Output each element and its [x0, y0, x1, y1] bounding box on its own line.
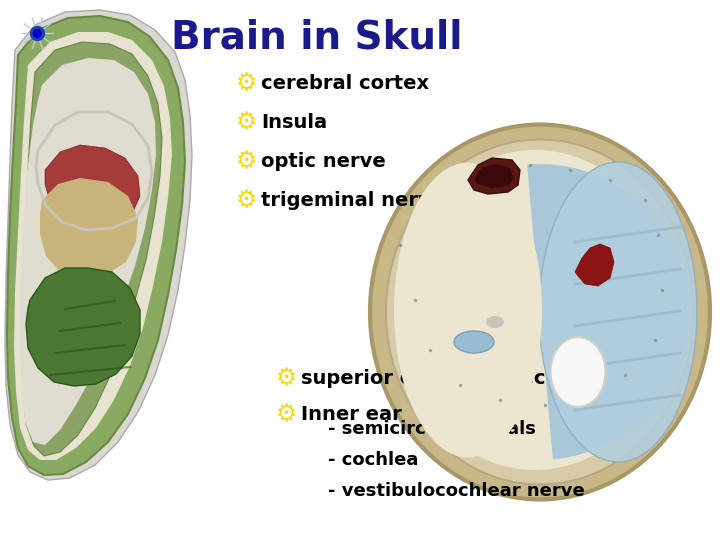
- Ellipse shape: [395, 150, 675, 470]
- Text: superior oblique muscle: superior oblique muscle: [301, 368, 565, 388]
- Text: ⚙: ⚙: [236, 188, 257, 212]
- Text: - semicircular canals: - semicircular canals: [328, 420, 536, 438]
- Polygon shape: [468, 158, 520, 194]
- Text: ⚙: ⚙: [276, 366, 297, 390]
- Polygon shape: [40, 178, 138, 278]
- Polygon shape: [21, 42, 162, 456]
- Polygon shape: [575, 244, 614, 286]
- Circle shape: [33, 30, 42, 37]
- Ellipse shape: [539, 162, 697, 462]
- Text: Brain in Skull: Brain in Skull: [171, 19, 462, 57]
- Text: optic nerve: optic nerve: [261, 152, 386, 171]
- Ellipse shape: [454, 331, 494, 353]
- Text: ⚙: ⚙: [236, 72, 257, 96]
- Text: cerebral cortex: cerebral cortex: [261, 74, 429, 93]
- Polygon shape: [474, 164, 514, 188]
- Text: ⚙: ⚙: [236, 111, 257, 134]
- Ellipse shape: [551, 337, 606, 407]
- Text: ⚙: ⚙: [236, 150, 257, 173]
- Polygon shape: [14, 32, 172, 460]
- Polygon shape: [26, 268, 140, 386]
- Polygon shape: [45, 145, 140, 224]
- Circle shape: [30, 26, 45, 40]
- Text: - vestibulocochlear nerve: - vestibulocochlear nerve: [328, 482, 585, 500]
- Ellipse shape: [486, 316, 504, 328]
- Wedge shape: [527, 164, 688, 460]
- Ellipse shape: [370, 125, 710, 500]
- Text: - cochlea: - cochlea: [328, 451, 418, 469]
- Ellipse shape: [386, 139, 694, 484]
- Text: Inner ear: Inner ear: [301, 405, 402, 424]
- Polygon shape: [5, 10, 192, 480]
- Ellipse shape: [394, 163, 542, 457]
- Text: Insula: Insula: [261, 113, 328, 132]
- Text: ⚙: ⚙: [276, 403, 297, 427]
- Polygon shape: [20, 58, 156, 445]
- Polygon shape: [7, 16, 185, 475]
- Text: trigeminal nerve: trigeminal nerve: [261, 191, 444, 210]
